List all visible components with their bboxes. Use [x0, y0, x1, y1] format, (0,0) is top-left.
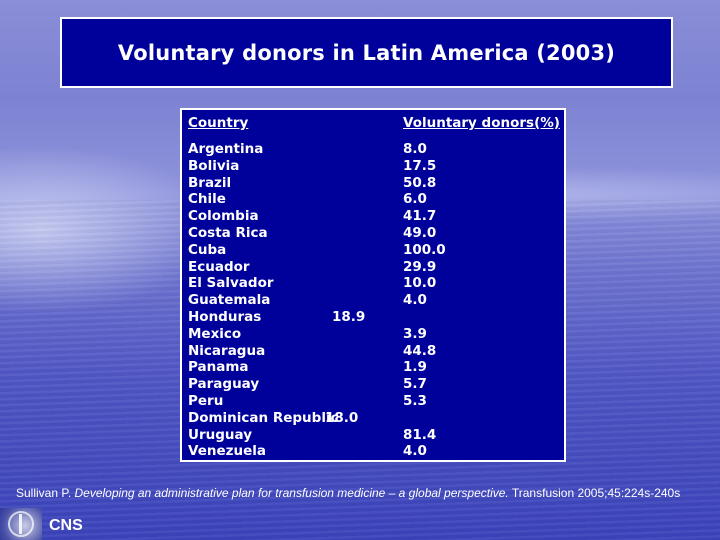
country-cell: Peru [188, 393, 224, 409]
country-cell: Venezuela [188, 443, 266, 460]
staff-mark [19, 514, 22, 534]
country-cell: Chile [188, 191, 226, 208]
title-box: Voluntary donors in Latin America (2003) [60, 17, 673, 88]
country-cell: Panama [188, 359, 249, 376]
value-cell: 10.0 [403, 275, 437, 292]
country-cell: Ecuador [188, 258, 250, 275]
caduceus-seal-icon [0, 508, 42, 540]
country-cell: Dominican Republic [188, 409, 339, 426]
org-name: CNS [49, 517, 83, 534]
header-country: Country [188, 115, 249, 131]
value-cell: 81.4 [403, 426, 437, 443]
country-cell: Nicaragua [188, 342, 266, 359]
value-cell: 18.9 [332, 309, 366, 325]
country-cell: Brazil [188, 174, 232, 191]
citation-source: Transfusion 2005;45:224s-240s [511, 486, 681, 500]
value-cell: 5.7 [403, 376, 427, 393]
citation-author: Sullivan P. [16, 486, 72, 500]
country-cell: Mexico [188, 325, 242, 342]
value-cell: 4.0 [403, 443, 427, 460]
citation: Sullivan P. Developing an administrative… [16, 486, 680, 500]
country-cell: Paraguay [188, 376, 260, 393]
header-voluntary-donors: Voluntary donors(%) [403, 115, 560, 131]
country-cell: El Salvador [188, 275, 274, 292]
country-cell: Uruguay [188, 426, 252, 443]
country-cell: Costa Rica [188, 225, 268, 241]
value-cell: 4.0 [403, 292, 427, 309]
value-cell: 44.8 [403, 342, 437, 359]
value-cell: 100.0 [403, 241, 446, 258]
country-cell: Honduras [188, 309, 262, 325]
slide-title: Voluntary donors in Latin America (2003) [117, 40, 616, 65]
value-cell: 29.9 [403, 258, 437, 275]
value-cell: 41.7 [403, 208, 437, 225]
citation-title: Developing an administrative plan for tr… [74, 486, 509, 500]
seal-ring [8, 511, 34, 537]
country-cell: Bolivia [188, 157, 240, 174]
country-cell: Argentina [188, 141, 264, 157]
value-cell: 50.8 [403, 174, 437, 191]
country-cell: Colombia [188, 208, 259, 225]
value-cell: 5.3 [403, 393, 427, 409]
value-cell: 8.0 [403, 141, 427, 157]
value-cell: 1.9 [403, 359, 427, 376]
value-cell: 3.9 [403, 325, 427, 342]
value-cell: 17.5 [403, 157, 437, 174]
value-cell: 6.0 [403, 191, 427, 208]
donor-table: Country Voluntary donors(%) Argentina 8.0… [180, 108, 566, 462]
country-cell: Cuba [188, 241, 227, 258]
value-cell: 18.0 [325, 409, 359, 426]
value-cell: 49.0 [403, 225, 437, 241]
country-cell: Guatemala [188, 292, 271, 309]
